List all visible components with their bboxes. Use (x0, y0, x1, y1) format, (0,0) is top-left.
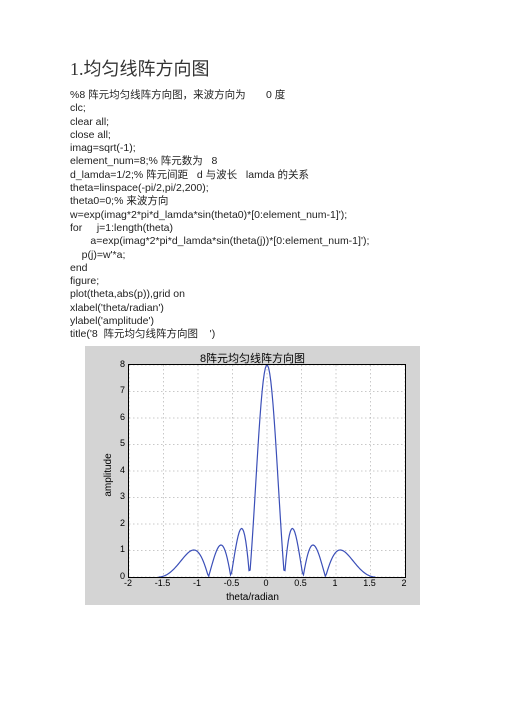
code-line: title('8 阵元均匀线阵方向图 ') (70, 328, 435, 341)
code-line: %8 阵元均匀线阵方向图，来波方向为 0 度 (70, 89, 435, 102)
code-line: theta=linspace(-pi/2,pi/2,200); (70, 182, 435, 195)
page-title: 1.均匀线阵方向图 (70, 55, 435, 81)
code-line: clear all; (70, 116, 435, 129)
code-line: for j=1:length(theta) (70, 222, 435, 235)
code-line: d_lamda=1/2;% 阵元间距 d 与波长 lamda 的关系 (70, 169, 435, 182)
chart-xlabel: theta/radian (85, 592, 420, 603)
code-line: xlabel('theta/radian') (70, 302, 435, 315)
chart-container: 8阵元均匀线阵方向图 amplitude theta/radian 012345… (85, 346, 420, 605)
code-line: p(j)=w'*a; (70, 249, 435, 262)
code-line: ylabel('amplitude') (70, 315, 435, 328)
code-line: theta0=0;% 来波方向 (70, 195, 435, 208)
code-line: clc; (70, 102, 435, 115)
code-line: element_num=8;% 阵元数为 8 (70, 155, 435, 168)
code-line: imag=sqrt(-1); (70, 142, 435, 155)
code-line: close all; (70, 129, 435, 142)
code-line: figure; (70, 275, 435, 288)
code-block: %8 阵元均匀线阵方向图，来波方向为 0 度clc;clear all;clos… (70, 89, 435, 342)
code-line: plot(theta,abs(p)),grid on (70, 288, 435, 301)
plot-area (128, 364, 406, 578)
plot-svg (129, 365, 405, 577)
code-line: w=exp(imag*2*pi*d_lamda*sin(theta0)*[0:e… (70, 209, 435, 222)
page: 1.均匀线阵方向图 %8 阵元均匀线阵方向图，来波方向为 0 度clc;clea… (0, 0, 505, 714)
code-line: end (70, 262, 435, 275)
code-line: a=exp(imag*2*pi*d_lamda*sin(theta(j))*[0… (70, 235, 435, 248)
